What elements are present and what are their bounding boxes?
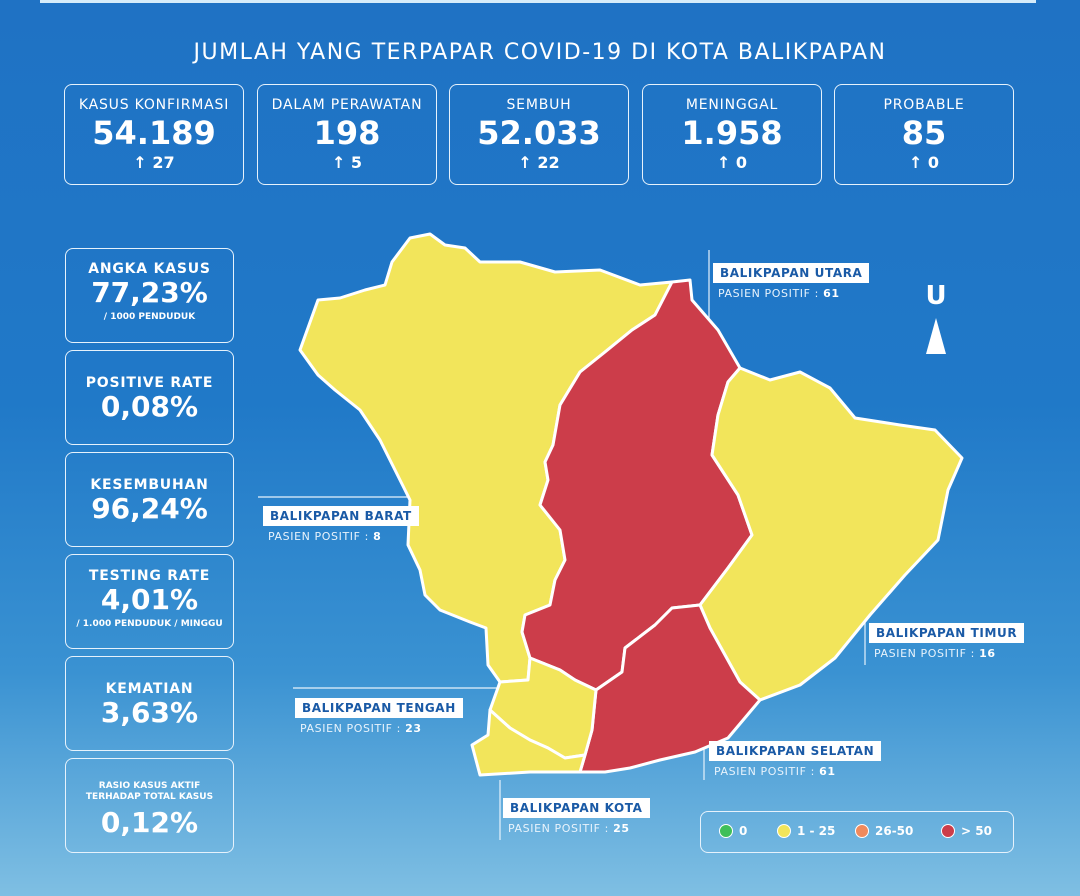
label-balikpapan-timur: BALIKPAPAN TIMUR PASIEN POSITIF : 16 (869, 622, 1025, 660)
label-balikpapan-utara: BALIKPAPAN UTARA PASIEN POSITIF : 61 (713, 262, 870, 300)
stat-delta: ↑ 27 (133, 153, 175, 172)
label-balikpapan-tengah: BALIKPAPAN TENGAH PASIEN POSITIF : 23 (295, 697, 463, 735)
arrow-up-icon: ↑ (133, 153, 147, 172)
stat-delta: ↑ 22 (518, 153, 560, 172)
arrow-up-icon: ↑ (331, 153, 346, 172)
stat-label: SEMBUH (506, 97, 572, 113)
stat-value: 198 (313, 114, 381, 152)
indicator-label: KESEMBUHAN (90, 477, 209, 493)
district-positive: PASIEN POSITIF : 25 (508, 822, 630, 835)
page-title: JUMLAH YANG TERPAPAR COVID-19 DI KOTA BA… (193, 40, 887, 65)
stat-delta: ↑ 0 (716, 153, 748, 172)
legend-label: 1 - 25 (797, 824, 836, 838)
stat-delta: ↑ 0 (908, 153, 940, 172)
stat-label: PROBABLE (883, 97, 965, 113)
north-label: U (925, 281, 947, 311)
district-positive: PASIEN POSITIF : 23 (300, 722, 422, 735)
district-name: BALIKPAPAN SELATAN (709, 741, 882, 761)
stat-dalam-perawatan: DALAM PERAWATAN 198 ↑ 5 (257, 84, 437, 185)
indicator-label-line1: RASIO KASUS AKTIF (98, 781, 201, 791)
district-balikpapan-kota[interactable] (470, 708, 587, 777)
indicator-label: POSITIVE RATE (85, 375, 214, 391)
arrow-up-icon: ↑ (908, 153, 923, 172)
indicator-label: KEMATIAN (105, 681, 194, 697)
district-name: BALIKPAPAN KOTA (503, 798, 650, 818)
stat-value: 54.189 (92, 114, 216, 152)
stat-value: 52.033 (477, 114, 601, 152)
legend-swatch (941, 824, 955, 838)
north-arrow-icon (926, 318, 946, 354)
district-positive: PASIEN POSITIF : 16 (874, 647, 996, 660)
arrow-up-icon: ↑ (716, 153, 731, 172)
district-name: BALIKPAPAN TENGAH (295, 698, 463, 718)
stat-probable: PROBABLE 85 ↑ 0 (834, 84, 1014, 185)
indicator-value: 96,24% (91, 492, 208, 525)
indicator-label: ANGKA KASUS (88, 261, 211, 277)
district-name: BALIKPAPAN TIMUR (869, 623, 1025, 643)
indicator-value: 0,08% (100, 390, 199, 423)
district-balikpapan-timur[interactable] (698, 366, 964, 702)
district-positive: PASIEN POSITIF : 61 (718, 287, 840, 300)
label-balikpapan-kota: BALIKPAPAN KOTA PASIEN POSITIF : 25 (503, 797, 650, 835)
top-divider (40, 0, 1036, 3)
indicator-kematian: KEMATIAN 3,63% (65, 656, 234, 751)
north-indicator: U (918, 282, 954, 362)
stat-label: KASUS KONFIRMASI (78, 97, 230, 113)
stat-label: DALAM PERAWATAN (271, 97, 423, 113)
legend-label: 0 (739, 824, 748, 838)
indicator-kesembuhan: KESEMBUHAN 96,24% (65, 452, 234, 547)
stat-meninggal: MENINGGAL 1.958 ↑ 0 (642, 84, 822, 185)
arrow-up-icon: ↑ (518, 153, 532, 172)
indicator-label: TESTING RATE (88, 568, 211, 584)
stat-sembuh: SEMBUH 52.033 ↑ 22 (449, 84, 629, 185)
indicator-angka-kasus: ANGKA KASUS 77,23% / 1000 PENDUDUK (65, 248, 234, 343)
indicator-value: 77,23% (91, 276, 208, 309)
indicator-positive-rate: POSITIVE RATE 0,08% (65, 350, 234, 445)
stats-row: KASUS KONFIRMASI 54.189 ↑ 27 DALAM PERAW… (64, 84, 1016, 187)
legend-swatch (855, 824, 869, 838)
stat-kasus-konfirmasi: KASUS KONFIRMASI 54.189 ↑ 27 (64, 84, 244, 185)
legend-swatch (777, 824, 791, 838)
legend-label: 26-50 (875, 824, 914, 838)
map-legend: 0 1 - 25 26-50 > 50 (700, 811, 1014, 853)
label-balikpapan-selatan: BALIKPAPAN SELATAN PASIEN POSITIF : 61 (709, 740, 882, 778)
indicator-sub: / 1000 PENDUDUK (103, 312, 196, 322)
legend-label: > 50 (961, 824, 992, 838)
stat-delta: ↑ 5 (331, 153, 363, 172)
district-name: BALIKPAPAN UTARA (713, 263, 870, 283)
indicator-sub: / 1.000 PENDUDUK / MINGGU (76, 619, 223, 629)
stat-label: MENINGGAL (685, 97, 779, 113)
stat-value: 85 (901, 114, 947, 152)
indicator-testing-rate: TESTING RATE 4,01% / 1.000 PENDUDUK / MI… (65, 554, 234, 649)
district-balikpapan-selatan[interactable] (578, 603, 762, 774)
district-positive: PASIEN POSITIF : 61 (714, 765, 836, 778)
district-name: BALIKPAPAN BARAT (263, 506, 419, 526)
indicator-value: 4,01% (100, 583, 199, 616)
indicator-label-line2: TERHADAP TOTAL KASUS (85, 792, 214, 802)
indicator-value: 3,63% (100, 696, 199, 729)
label-balikpapan-barat: BALIKPAPAN BARAT PASIEN POSITIF : 8 (263, 505, 419, 543)
indicator-rasio-kasus-aktif: RASIO KASUS AKTIF TERHADAP TOTAL KASUS 0… (65, 758, 234, 853)
indicator-value: 0,12% (100, 806, 199, 839)
district-positive: PASIEN POSITIF : 8 (268, 530, 382, 543)
legend-swatch (719, 824, 733, 838)
stat-value: 1.958 (681, 114, 783, 152)
